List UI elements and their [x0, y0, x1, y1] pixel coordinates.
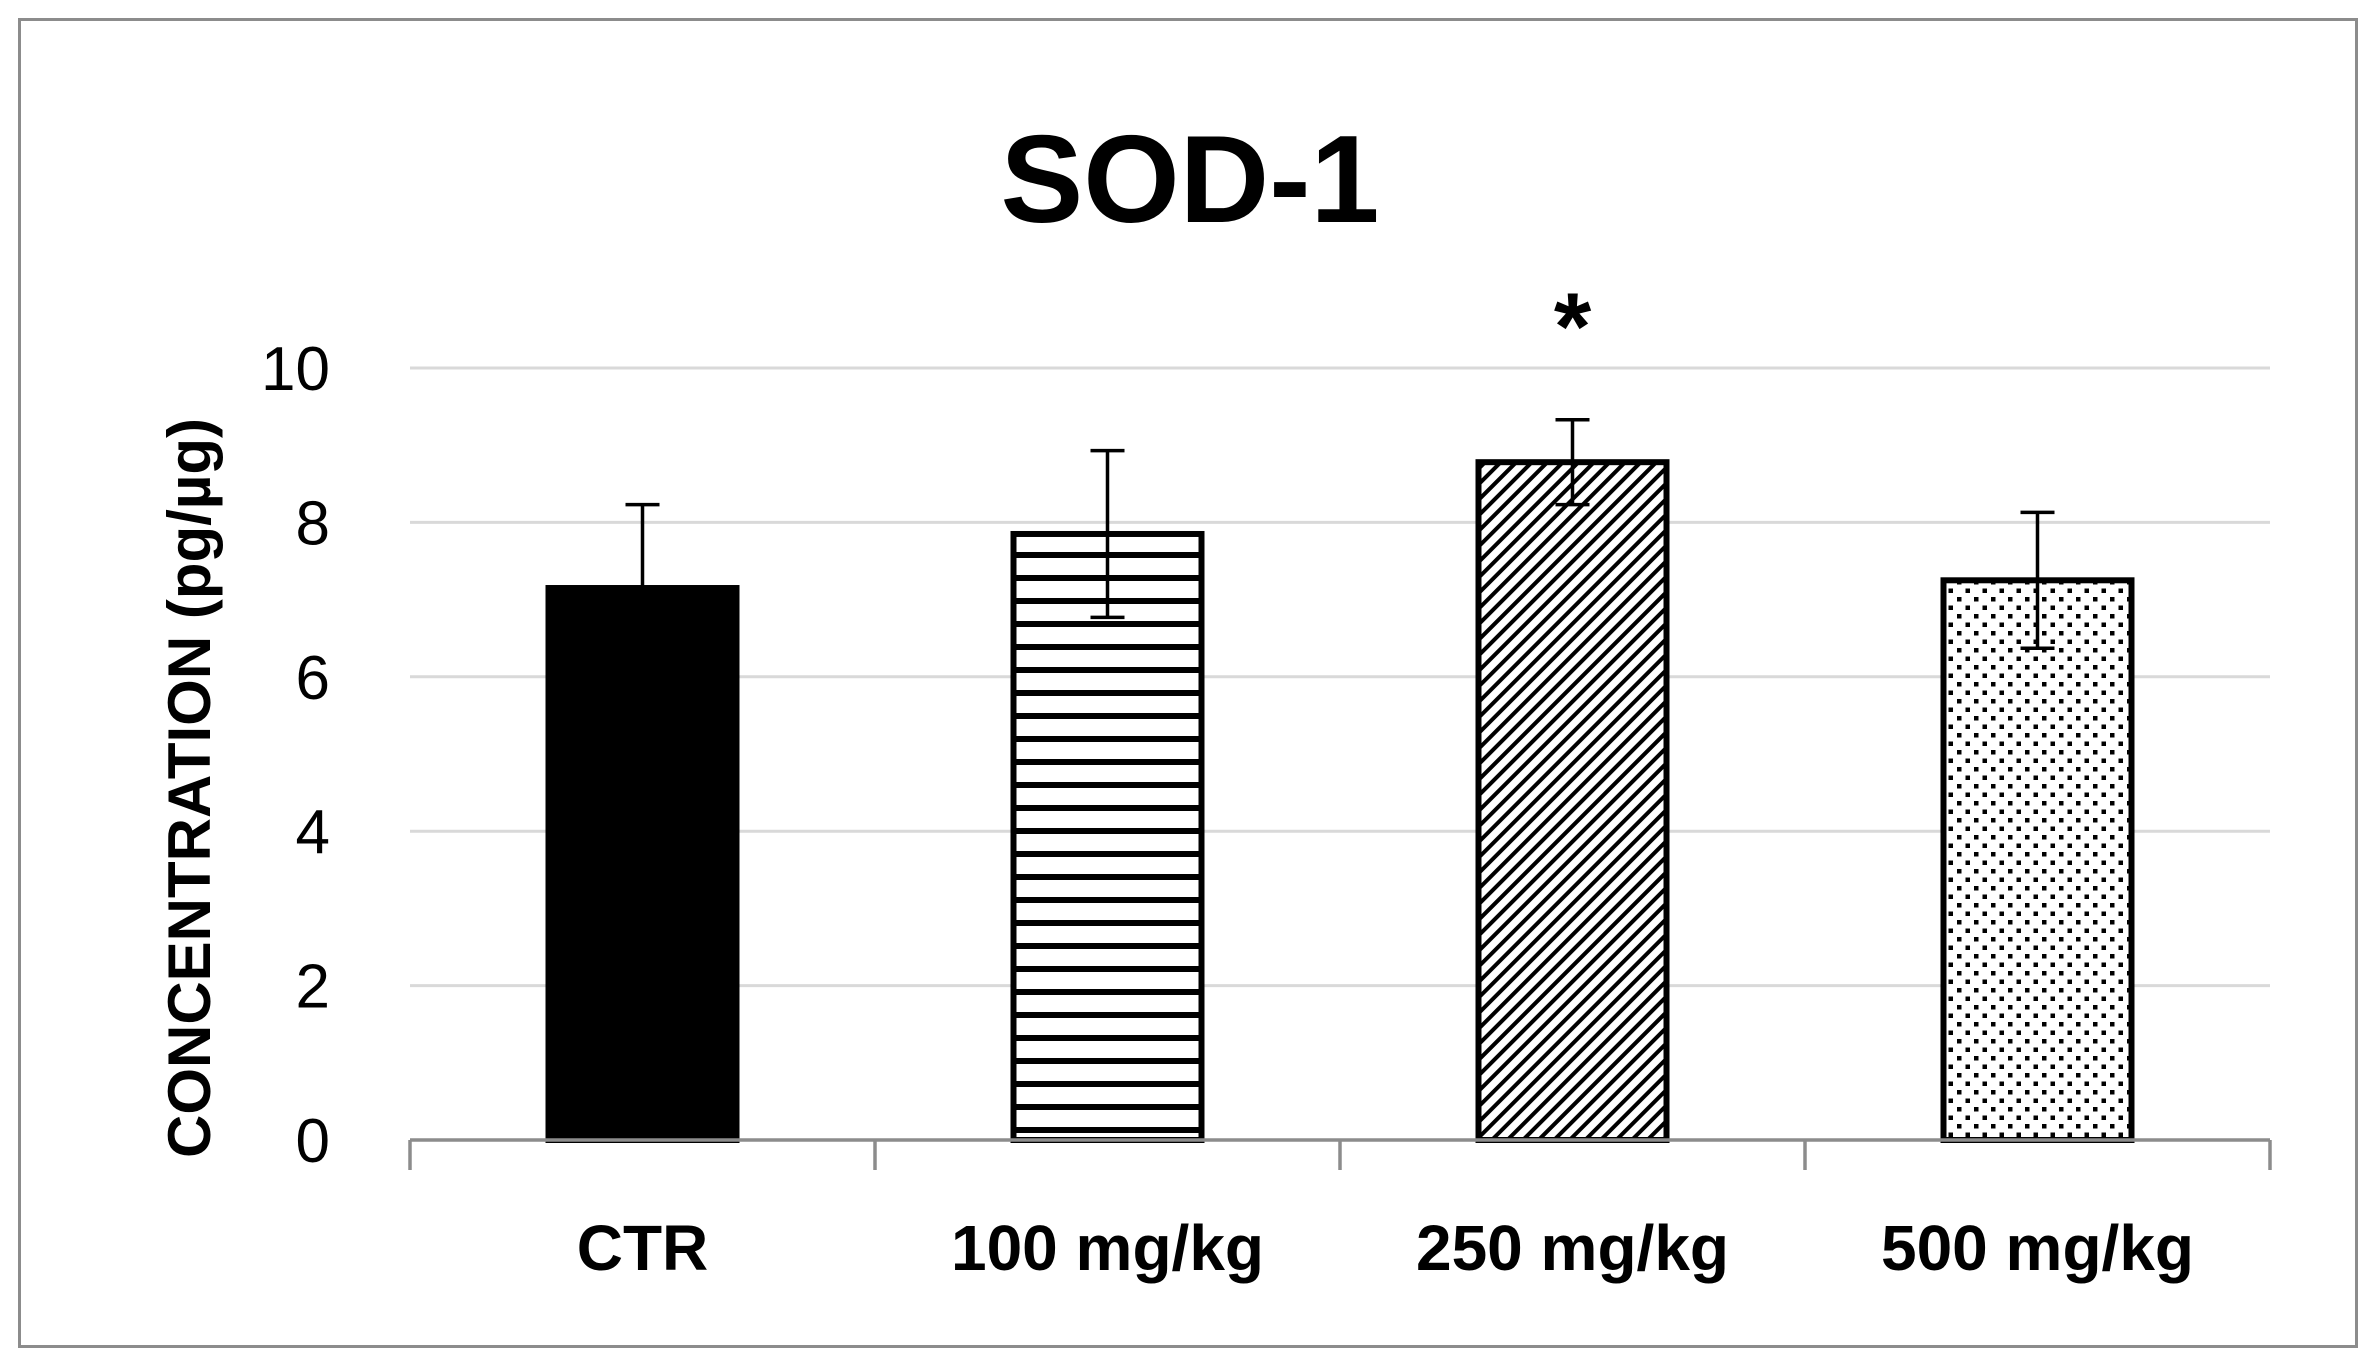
y-tick-label-6: 6 — [296, 644, 330, 713]
bars — [545, 459, 2135, 1143]
x-tick-label-1: CTR — [577, 1212, 709, 1284]
x-tick-label-3: 250 mg/kg — [1416, 1212, 1729, 1284]
chart-title: SOD-1 — [1001, 111, 1380, 249]
annotations: * — [1554, 274, 1592, 381]
y-axis-ticks: 0 2 4 6 8 10 — [261, 335, 330, 1176]
bar-3 — [1475, 459, 1670, 1143]
y-tick-label-2: 2 — [296, 953, 330, 1022]
y-axis-label: CONCENTRATION (pg/µg) — [156, 418, 223, 1158]
y-tick-label-0: 0 — [296, 1107, 330, 1176]
y-tick-label-8: 8 — [296, 489, 330, 558]
y-tick-label-10: 10 — [261, 335, 330, 404]
x-axis-ticks: CTR 100 mg/kg 250 mg/kg 500 mg/kg — [577, 1212, 2194, 1284]
significance-asterisk-1: * — [1554, 274, 1592, 381]
error-bars — [625, 417, 2055, 674]
x-tick-label-4: 500 mg/kg — [1881, 1212, 2194, 1284]
bar-4 — [1940, 577, 2135, 1143]
x-tick-label-2: 100 mg/kg — [951, 1212, 1264, 1284]
bar-2 — [1010, 530, 1205, 1143]
y-tick-label-4: 4 — [296, 798, 330, 867]
x-axis — [408, 1138, 2272, 1170]
